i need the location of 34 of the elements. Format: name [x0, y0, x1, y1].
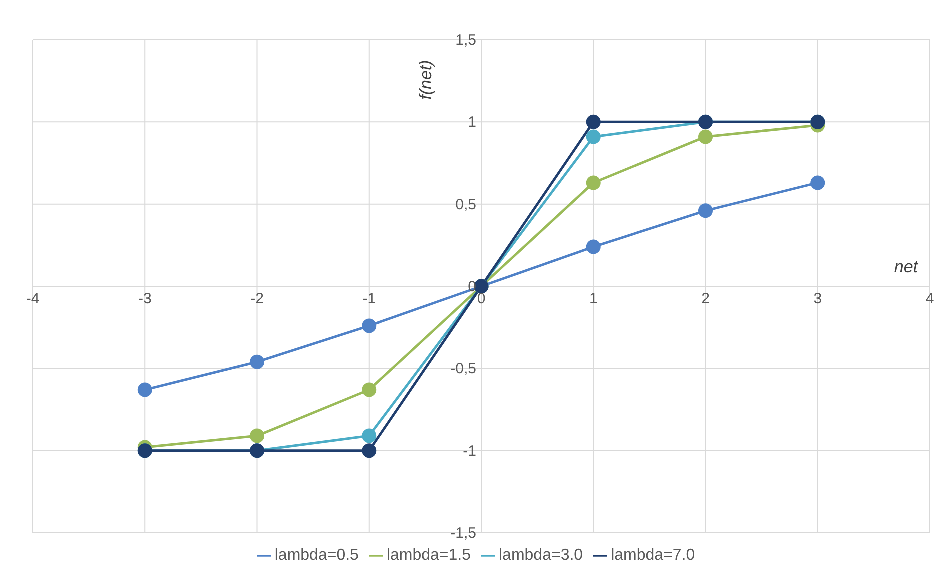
point [362, 428, 377, 444]
y-tick-label: -1 [463, 442, 476, 460]
x-axis-title: net [894, 258, 920, 276]
point [362, 318, 377, 334]
x-tick-label: 1 [589, 290, 598, 308]
x-tick-label: -4 [26, 290, 40, 308]
point [698, 130, 713, 144]
point [250, 354, 264, 370]
x-tick-label: -3 [138, 290, 152, 308]
legend-label: lambda=3.0 [499, 547, 584, 564]
legend-label: lambda=0.5 [274, 547, 359, 564]
point [250, 428, 264, 444]
x-tick-label: -2 [250, 290, 264, 308]
legend-label: lambda=7.0 [611, 547, 696, 564]
point [362, 382, 377, 398]
y-axis-title: f(net) [416, 60, 436, 100]
point [586, 114, 601, 130]
x-tick-label: 2 [702, 290, 710, 308]
y-tick-label: -0,5 [450, 360, 476, 378]
y-tick-label: -1,5 [450, 525, 476, 542]
x-tick-label: 3 [814, 290, 822, 308]
x-tick-label: 4 [926, 290, 934, 308]
point [698, 204, 713, 218]
point [586, 130, 601, 144]
y-tick-label: 0,5 [456, 196, 476, 214]
point [362, 444, 377, 458]
y-tick-label: 1 [468, 114, 476, 132]
point [586, 176, 601, 190]
point [810, 176, 826, 190]
y-tick-label: 1,5 [456, 32, 476, 49]
x-tick-label: -1 [362, 290, 376, 308]
legend-label: lambda=1.5 [386, 547, 471, 564]
point [138, 382, 152, 398]
point [586, 240, 601, 254]
